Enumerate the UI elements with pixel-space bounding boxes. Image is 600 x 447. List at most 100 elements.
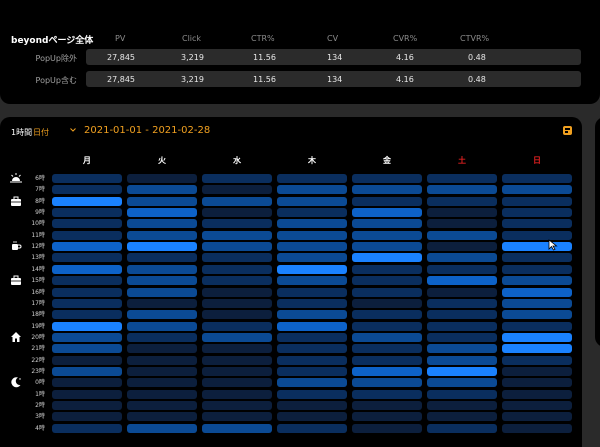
heatmap-cell[interactable] [127,366,197,376]
heatmap-cell[interactable] [202,185,272,195]
heatmap-cell[interactable] [352,389,422,399]
heatmap-cell[interactable] [127,298,197,308]
heatmap-cell[interactable] [127,276,197,286]
heatmap-cell[interactable] [502,332,572,342]
heatmap-cell[interactable] [52,219,122,229]
heatmap-cell[interactable] [202,196,272,206]
heatmap-cell[interactable] [427,264,497,274]
heatmap-cell[interactable] [277,196,347,206]
heatmap-cell[interactable] [127,310,197,320]
heatmap-cell[interactable] [202,298,272,308]
heatmap-cell[interactable] [52,366,122,376]
heatmap-cell[interactable] [502,219,572,229]
heatmap-cell[interactable] [427,355,497,365]
heatmap-cell[interactable] [352,366,422,376]
heatmap-cell[interactable] [352,423,422,433]
heatmap-cell[interactable] [127,174,197,183]
heatmap-cell[interactable] [277,423,347,433]
heatmap-cell[interactable] [502,287,572,297]
heatmap-cell[interactable] [127,185,197,195]
heatmap-cell[interactable] [52,332,122,342]
heatmap-cell[interactable] [277,276,347,286]
heatmap-cell[interactable] [127,389,197,399]
heatmap-cell[interactable] [427,423,497,433]
heatmap-cell[interactable] [427,253,497,263]
heatmap-cell[interactable] [277,208,347,218]
heatmap-cell[interactable] [352,401,422,410]
heatmap-cell[interactable] [352,264,422,274]
heatmap-cell[interactable] [502,344,572,354]
heatmap-cell[interactable] [127,264,197,274]
heatmap-cell[interactable] [427,310,497,320]
heatmap-cell[interactable] [352,332,422,342]
heatmap-cell[interactable] [427,242,497,252]
heatmap-cell[interactable] [202,219,272,229]
heatmap-cell[interactable] [502,412,572,422]
heatmap-cell[interactable] [202,355,272,365]
heatmap-cell[interactable] [352,378,422,388]
heatmap-cell[interactable] [202,321,272,331]
heatmap-cell[interactable] [202,366,272,376]
heatmap-cell[interactable] [52,412,122,422]
heatmap-cell[interactable] [502,321,572,331]
heatmap-cell[interactable] [52,344,122,354]
heatmap-cell[interactable] [427,332,497,342]
heatmap-cell[interactable] [502,310,572,320]
heatmap-cell[interactable] [427,219,497,229]
heatmap-cell[interactable] [52,401,122,410]
heatmap-cell[interactable] [277,219,347,229]
heatmap-cell[interactable] [277,355,347,365]
heatmap-cell[interactable] [502,208,572,218]
heatmap-cell[interactable] [277,242,347,252]
heatmap-cell[interactable] [352,298,422,308]
heatmap-cell[interactable] [52,298,122,308]
heatmap-cell[interactable] [352,185,422,195]
heatmap-cell[interactable] [427,287,497,297]
heatmap-cell[interactable] [277,174,347,183]
heatmap-cell[interactable] [277,344,347,354]
heatmap-cell[interactable] [52,321,122,331]
heatmap-cell[interactable] [502,378,572,388]
heatmap-cell[interactable] [352,321,422,331]
heatmap-cell[interactable] [202,276,272,286]
heatmap-cell[interactable] [427,378,497,388]
heatmap-cell[interactable] [352,253,422,263]
heatmap-cell[interactable] [202,174,272,183]
heatmap-cell[interactable] [52,208,122,218]
heatmap-cell[interactable] [127,332,197,342]
heatmap-cell[interactable] [127,401,197,410]
heatmap-cell[interactable] [52,276,122,286]
heatmap-cell[interactable] [352,219,422,229]
heatmap-cell[interactable] [502,366,572,376]
heatmap-cell[interactable] [427,276,497,286]
heatmap-cell[interactable] [52,389,122,399]
heatmap-cell[interactable] [202,332,272,342]
heatmap-cell[interactable] [277,264,347,274]
heatmap-cell[interactable] [352,355,422,365]
heatmap-cell[interactable] [202,230,272,240]
settings-icon[interactable] [562,125,573,136]
heatmap-cell[interactable] [202,344,272,354]
heatmap-cell[interactable] [277,287,347,297]
heatmap-cell[interactable] [52,242,122,252]
heatmap-cell[interactable] [202,389,272,399]
heatmap-cell[interactable] [127,287,197,297]
heatmap-cell[interactable] [277,378,347,388]
heatmap-cell[interactable] [427,344,497,354]
heatmap-cell[interactable] [127,344,197,354]
heatmap-cell[interactable] [52,196,122,206]
heatmap-cell[interactable] [52,355,122,365]
heatmap-cell[interactable] [52,287,122,297]
heatmap-cell[interactable] [502,242,572,252]
heatmap-cell[interactable] [502,185,572,195]
heatmap-cell[interactable] [427,298,497,308]
heatmap-cell[interactable] [277,412,347,422]
heatmap-cell[interactable] [277,366,347,376]
heatmap-cell[interactable] [202,412,272,422]
heatmap-cell[interactable] [52,185,122,195]
heatmap-cell[interactable] [277,332,347,342]
heatmap-cell[interactable] [52,423,122,433]
heatmap-cell[interactable] [502,174,572,183]
heatmap-cell[interactable] [277,310,347,320]
heatmap-cell[interactable] [202,423,272,433]
